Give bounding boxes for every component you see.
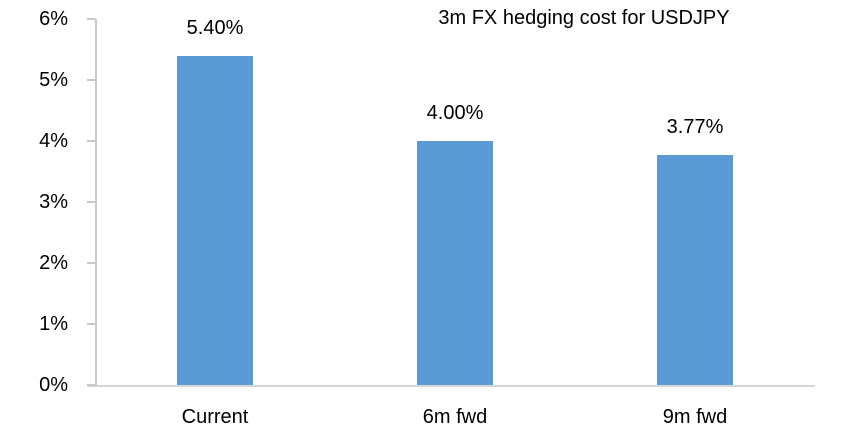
x-axis-label-9m-fwd: 9m fwd [662,406,728,428]
y-axis-tick [87,201,95,203]
bar-6m-fwd [417,141,493,385]
bar-current [177,55,253,385]
y-axis-tick [87,79,95,81]
value-label-current: 5.40% [186,16,244,39]
y-axis-tick [87,384,95,386]
chart-title: 3m FX hedging cost for USDJPY [438,7,730,29]
value-label-9m-fwd: 3.77% [666,116,724,139]
y-axis-tick-label: 6% [39,8,68,30]
y-axis-tick [87,262,95,264]
y-axis-tick-label: 3% [39,191,68,213]
value-label-6m-fwd: 4.00% [426,102,484,124]
y-axis-tick-label: 4% [39,130,68,152]
y-axis-tick-label: 5% [39,69,68,91]
y-axis-tick-label: 1% [39,313,68,335]
x-axis-baseline [87,385,815,387]
x-axis-label-6m-fwd: 6m fwd [422,406,488,428]
y-axis-tick [87,18,95,20]
y-axis-line [95,19,97,387]
y-axis-tick [87,323,95,325]
y-axis-tick [87,140,95,142]
y-axis-tick-label: 2% [39,252,68,274]
x-axis-label-current: Current [181,406,249,428]
y-axis-tick-label: 0% [39,374,68,396]
bar-9m-fwd [657,155,733,385]
